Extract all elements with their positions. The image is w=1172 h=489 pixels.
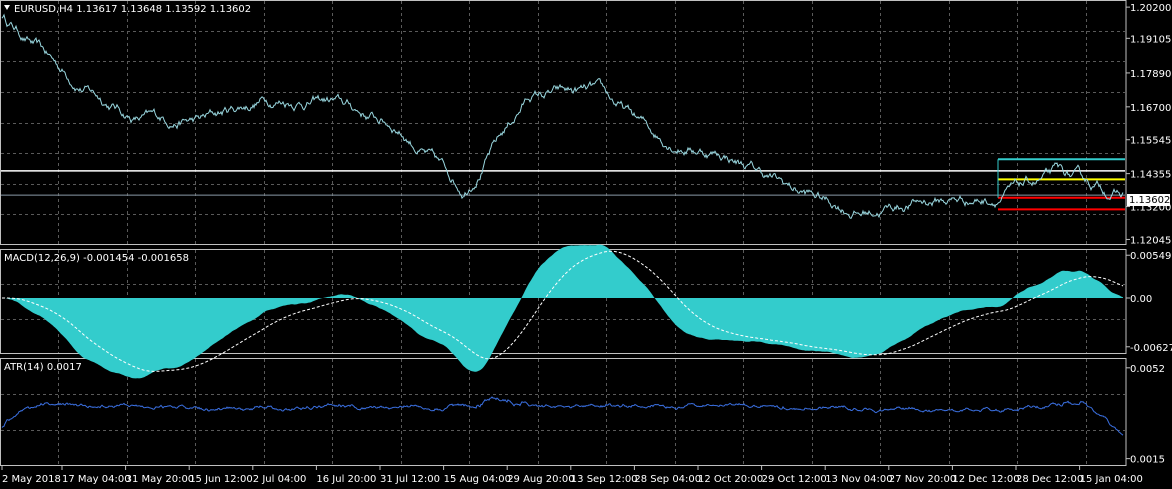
atr-axis: 0.0052 0.0015	[1126, 364, 1165, 466]
time-tick-label: 15 Aug 04:00	[444, 474, 511, 485]
price-tick-label: 1.13200	[1130, 203, 1171, 214]
macd-series	[2, 244, 1124, 379]
time-tick-label: 13 Nov 04:00	[825, 474, 892, 485]
price-tick-label: 1.17890	[1130, 69, 1171, 80]
time-tick-label: 27 Nov 20:00	[889, 474, 956, 485]
price-axis: 1.20200 1.19105 1.17890 1.16700 1.15545 1.143…	[1126, 3, 1171, 246]
time-tick-label: 31 Jul 12:00	[380, 474, 440, 485]
current-price-marker	[1127, 194, 1170, 206]
price-line	[1, 13, 1124, 220]
price-tick-label: 1.19105	[1130, 34, 1171, 45]
atr-line	[1, 396, 1124, 436]
time-tick-label: 15 Jan 04:00	[1080, 474, 1143, 485]
time-tick-label: 12 Dec 12:00	[952, 474, 1019, 485]
macd-axis: 0.005499 0.00 -0.006272	[1126, 251, 1172, 354]
chart-grid	[1, 1, 1125, 465]
price-tick-label: 1.15545	[1130, 136, 1171, 147]
time-tick-label: 28 Dec 12:00	[1016, 474, 1083, 485]
macd-tick-label: -0.006272	[1130, 343, 1172, 354]
macd-tick-label: 0.00	[1130, 294, 1152, 305]
price-tick-label: 1.12045	[1130, 235, 1171, 246]
macd-tick-label: 0.005499	[1130, 251, 1172, 262]
chart-frames	[0, 0, 1127, 466]
macd-label: MACD(12,26,9) -0.001454 -0.001658	[4, 253, 189, 264]
time-tick-label: 17 May 04:00	[62, 474, 131, 485]
time-tick-label: 15 Jun 12:00	[189, 474, 253, 485]
time-tick-label: 2 Jul 04:00	[253, 474, 307, 485]
macd-histogram	[2, 244, 1123, 379]
time-tick-label: 29 Oct 12:00	[762, 474, 827, 485]
atr-series	[1, 396, 1124, 436]
current-price-label: 1.13602	[1129, 195, 1170, 206]
atr-tick-label: 0.0015	[1130, 455, 1165, 466]
time-tick-label: 2 May 2018	[2, 474, 61, 485]
price-series	[1, 13, 1124, 220]
price-tick-label: 1.20200	[1130, 3, 1171, 14]
time-tick-label: 12 Oct 20:00	[698, 474, 763, 485]
price-tick-label: 1.16700	[1130, 103, 1171, 114]
collapse-triangle-icon[interactable]	[4, 5, 10, 10]
time-tick-label: 28 Sep 04:00	[634, 474, 701, 485]
atr-tick-label: 0.0052	[1130, 364, 1165, 375]
time-tick-label: 29 Aug 20:00	[507, 474, 574, 485]
macd-signal-line	[2, 250, 1124, 372]
time-tick-label: 13 Sep 12:00	[571, 474, 638, 485]
price-tick-label: 1.14355	[1130, 170, 1171, 181]
time-tick-label: 16 Jul 20:00	[316, 474, 376, 485]
horizontal-level-lines[interactable]	[1, 158, 1125, 211]
symbol-header: EURUSD,H4 1.13617 1.13648 1.13592 1.1360…	[14, 4, 251, 15]
time-tick-label: 31 May 20:00	[126, 474, 195, 485]
atr-label: ATR(14) 0.0017	[4, 362, 82, 373]
